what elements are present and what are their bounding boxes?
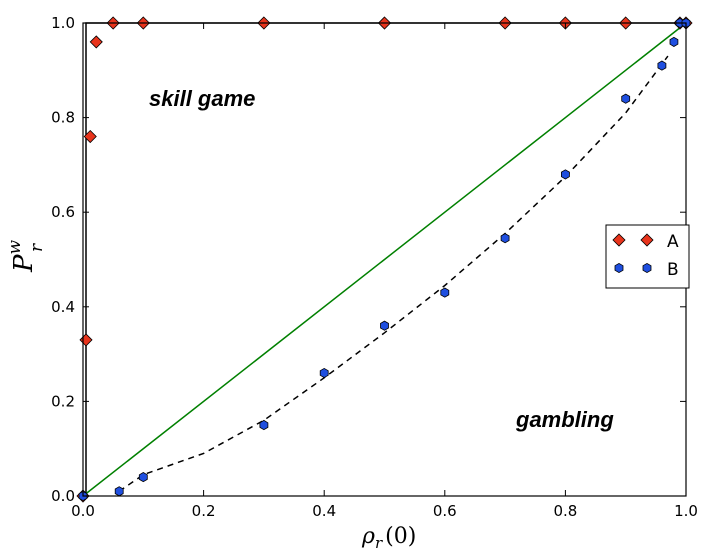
svg-text:Pwr: Pw r: [5, 240, 47, 274]
skill-game-annotation: skill game: [149, 86, 255, 111]
legend: A B: [605, 224, 690, 289]
data-point-b: [380, 320, 389, 331]
data-point-a: [83, 129, 97, 144]
data-point-a: [79, 333, 93, 347]
axis-ticks: 0.0 0.2 0.4 0.6 0.8 1.0 0.0 0.2 0.4 0.6 0.8 1.0: [51, 14, 698, 520]
fit-curve: [118, 55, 669, 492]
data-point-b: [259, 419, 269, 431]
x-tick-label: 0.4: [312, 502, 336, 520]
y-tick-label: 0.4: [51, 298, 75, 316]
x-tick-label: 1.0: [674, 502, 698, 520]
data-point-b: [319, 367, 329, 379]
x-tick-label: 0.0: [71, 502, 95, 520]
legend-entry-b: [614, 262, 652, 274]
x-tick-label: 0.2: [192, 502, 216, 520]
data-point-b: [114, 486, 124, 497]
data-point-b: [561, 169, 570, 180]
data-point-b: [440, 287, 450, 298]
legend-marker-a: [640, 233, 654, 247]
data-point-a: [89, 35, 103, 49]
y-axis-label: Pw r: [5, 240, 47, 274]
y-tick-label: 0.8: [51, 109, 75, 127]
data-point-b: [138, 472, 148, 483]
x-tick-label: 0.6: [433, 502, 457, 520]
y-tick-label: 0.2: [51, 392, 75, 410]
diagonal-line: [82, 22, 687, 497]
x-tick-label: 0.8: [553, 502, 577, 520]
legend-entry-a: [612, 233, 654, 247]
legend-marker-b: [642, 262, 652, 274]
data-point-b: [657, 60, 667, 71]
legend-label-b: B: [667, 260, 679, 280]
data-point-b: [669, 36, 679, 47]
y-tick-label: 1.0: [51, 14, 75, 32]
x-axis-label: ρr (0): [361, 524, 416, 552]
legend-label-a: A: [667, 232, 679, 252]
data-point-b: [500, 233, 510, 244]
y-tick-label: 0.6: [51, 203, 75, 221]
plot-markers: [76, 16, 693, 503]
gambling-annotation: gambling: [515, 407, 614, 432]
data-point-b: [621, 93, 631, 104]
legend-marker-a: [612, 233, 626, 247]
legend-marker-b: [614, 262, 624, 274]
y-tick-label: 0.0: [51, 487, 75, 505]
